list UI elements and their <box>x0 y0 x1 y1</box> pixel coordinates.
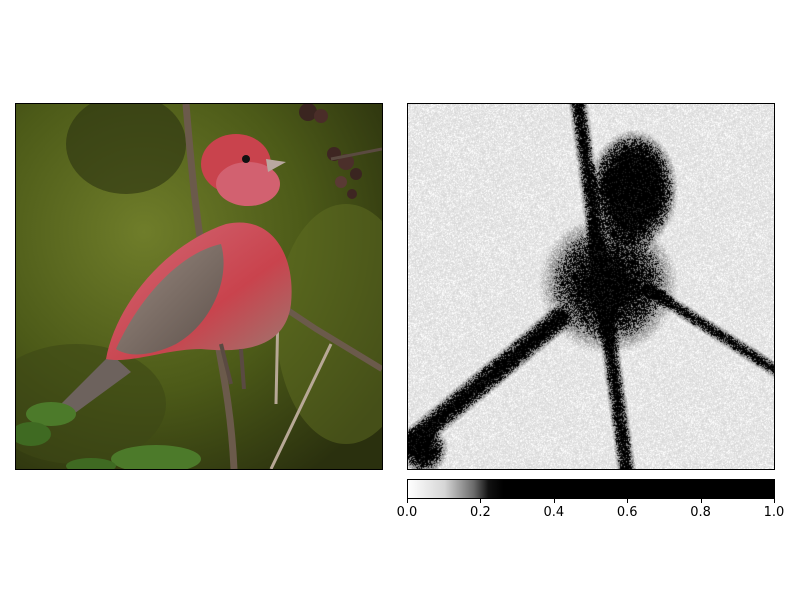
berry-cluster <box>299 104 382 199</box>
bird-photo-panel <box>15 103 383 470</box>
saliency-map-panel <box>407 103 775 470</box>
colorbar <box>407 479 775 499</box>
colorbar-tick-label: 0.0 <box>396 505 418 520</box>
bird-wing <box>116 244 224 355</box>
colorbar-tick <box>407 499 408 503</box>
colorbar-tick <box>774 499 775 503</box>
bird-eye <box>242 155 250 163</box>
colorbar-tick-label: 0.4 <box>543 505 565 520</box>
colorbar-tick-label: 0.8 <box>690 505 711 520</box>
saliency-map <box>408 104 774 469</box>
colorbar-tick <box>700 499 702 503</box>
bird-photo <box>16 104 382 469</box>
leaves <box>16 402 201 469</box>
colorbar-tick <box>480 499 482 503</box>
colorbar-tick-label: 0.6 <box>616 505 638 520</box>
colorbar-tick <box>553 499 555 503</box>
bird-beak <box>266 159 286 172</box>
colorbar-tick <box>627 499 629 503</box>
colorbar-tick-label: 1.0 <box>763 505 785 520</box>
colorbar-gradient <box>408 480 774 498</box>
colorbar-tick-label: 0.2 <box>470 505 491 520</box>
bird-tail <box>56 354 131 416</box>
